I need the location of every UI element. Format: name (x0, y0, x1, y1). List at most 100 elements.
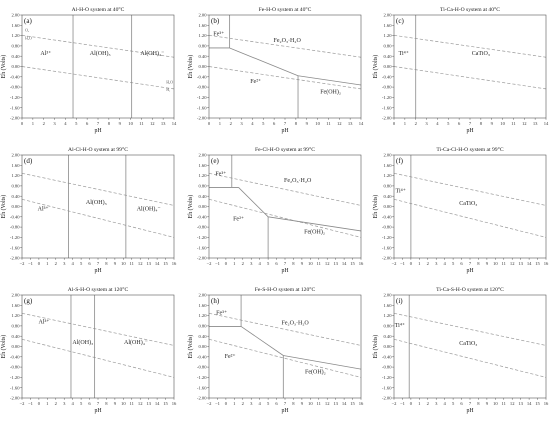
x-tick-label: −2 (20, 261, 26, 266)
x-tick-label: 11 (317, 261, 322, 266)
x-tick-label: 10 (128, 121, 133, 126)
y-tick-label: -1.20 (10, 235, 20, 240)
y-tick-label: 2.00 (198, 13, 207, 18)
panel-title: Ti-Ca-Cl-H-O system at 99°C (436, 146, 503, 153)
x-tick-label: 8 (477, 261, 480, 266)
region-label: CaTiO₃ (459, 341, 477, 347)
x-tick-label: 2 (427, 401, 430, 406)
x-tick-label: 8 (477, 401, 480, 406)
x-tick-label: −2 (207, 401, 213, 406)
x-tick-label: 12 (510, 261, 515, 266)
x-tick-label: 1 (233, 401, 236, 406)
y-tick-label: -2.00 (197, 396, 207, 401)
y-tick-label: 1.60 (383, 23, 392, 28)
y-tick-label: -1.20 (382, 235, 392, 240)
x-tick-label: 3 (240, 121, 243, 126)
x-tick-label: 1 (404, 121, 407, 126)
x-tick-label: 5 (267, 261, 270, 266)
y-tick-label: -1.60 (382, 105, 392, 110)
x-tick-label: 13 (161, 121, 166, 126)
x-tick-label: 16 (359, 261, 364, 266)
y-tick-label: 2.00 (383, 13, 392, 18)
x-tick-label: 12 (138, 401, 143, 406)
y-tick-label: -2.00 (10, 116, 20, 121)
panel-letter: (i) (396, 297, 403, 305)
water-stability-line (22, 338, 174, 378)
x-tick-label: 12 (150, 121, 155, 126)
y-tick-label: 0.80 (383, 324, 392, 329)
region-label: Ti⁴⁺ (399, 50, 409, 57)
x-tick-label: 13 (146, 261, 151, 266)
water-species-label: H₂O (25, 36, 32, 40)
y-tick-label: 0.00 (198, 344, 207, 349)
x-tick-label: 12 (510, 401, 515, 406)
panel-letter: (c) (396, 17, 404, 25)
x-tick-label: 3 (435, 401, 438, 406)
x-tick-label: 7 (284, 401, 287, 406)
x-tick-label: 1 (46, 261, 49, 266)
x-tick-label: 10 (121, 401, 126, 406)
y-tick-label: 0.40 (383, 334, 392, 339)
x-tick-label: 5 (262, 121, 265, 126)
x-tick-label: 9 (119, 121, 122, 126)
x-tick-label: 9 (114, 401, 117, 406)
eh-ph-panel-5: Fe-Cl-H-O system at 99°C(e)−2 −1 0 1 2 3 4 5 6 7 8… (187, 146, 364, 274)
y-tick-label: -1.20 (382, 375, 392, 380)
y-tick-label: 1.20 (198, 313, 207, 318)
y-tick-label: 1.20 (11, 313, 20, 318)
x-tick-label: 11 (326, 121, 331, 126)
x-tick-label: 2 (55, 261, 58, 266)
y-axis-title: Eh (Volts) (187, 55, 194, 79)
x-tick-label: 3 (63, 261, 66, 266)
x-tick-label: 11 (130, 401, 135, 406)
x-tick-label: 8 (105, 261, 108, 266)
panel-letter: (d) (24, 157, 33, 165)
x-tick-label: −1 (215, 261, 221, 266)
y-tick-label: 1.20 (383, 33, 392, 38)
x-tick-label: 6 (460, 261, 463, 266)
plot-frame (208, 294, 362, 399)
x-tick-label: 16 (544, 401, 549, 406)
x-tick-label: 14 (527, 401, 532, 406)
region-label: Fe₂O₃·H₂O (284, 178, 312, 184)
x-tick-label: 1 (418, 401, 421, 406)
y-tick-label: 2.00 (11, 13, 20, 18)
water-stability-line (394, 338, 546, 378)
region-label: Ti⁴⁺ (395, 322, 405, 329)
x-tick-label: 8 (292, 401, 295, 406)
water-stability-line (209, 338, 361, 378)
x-tick-label: 14 (172, 121, 177, 126)
y-tick-label: 1.20 (198, 173, 207, 178)
x-tick-label: 13 (533, 121, 538, 126)
x-tick-label: 0 (410, 401, 413, 406)
water-stability-line (209, 312, 361, 346)
y-tick-label: 1.60 (11, 303, 20, 308)
x-tick-label: 6 (458, 121, 461, 126)
y-tick-label: 0.40 (198, 194, 207, 199)
water-stability-line (22, 312, 174, 346)
x-tick-label: 2 (415, 121, 418, 126)
y-tick-label: -0.80 (382, 225, 392, 230)
y-tick-label: 2.00 (198, 293, 207, 298)
x-tick-label: 11 (130, 261, 135, 266)
eh-ph-panel-7: Al-S-H-O system at 120°C(g)−2 −1 0 1 2 3 4 5 6 7 8… (0, 286, 177, 414)
x-tick-label: 4 (72, 261, 75, 266)
x-axis-title: pH (94, 268, 102, 274)
x-tick-label: −1 (400, 401, 406, 406)
x-tick-label: 4 (259, 401, 262, 406)
x-tick-label: 10 (493, 401, 498, 406)
x-tick-label: 0 (393, 121, 396, 126)
x-tick-label: 10 (315, 121, 320, 126)
region-label: CaTiO₃ (459, 201, 477, 207)
y-tick-label: -0.40 (382, 74, 392, 79)
eh-ph-panel-6: Ti-Ca-Cl-H-O system at 99°C(f)−2 −1 0 1 2 3 4 5… (372, 146, 549, 274)
x-tick-label: 4 (444, 261, 447, 266)
phase-boundary (283, 355, 361, 370)
panel-title: Al-H-O system at 40°C (72, 6, 125, 13)
x-tick-label: 14 (342, 401, 347, 406)
y-tick-label: -0.80 (382, 85, 392, 90)
y-axis-title: Eh (Volts) (372, 195, 379, 219)
y-tick-label: -2.00 (382, 116, 392, 121)
region-label: Fe(OH)₂ (304, 229, 325, 236)
water-species-label: H₂ (166, 88, 171, 92)
